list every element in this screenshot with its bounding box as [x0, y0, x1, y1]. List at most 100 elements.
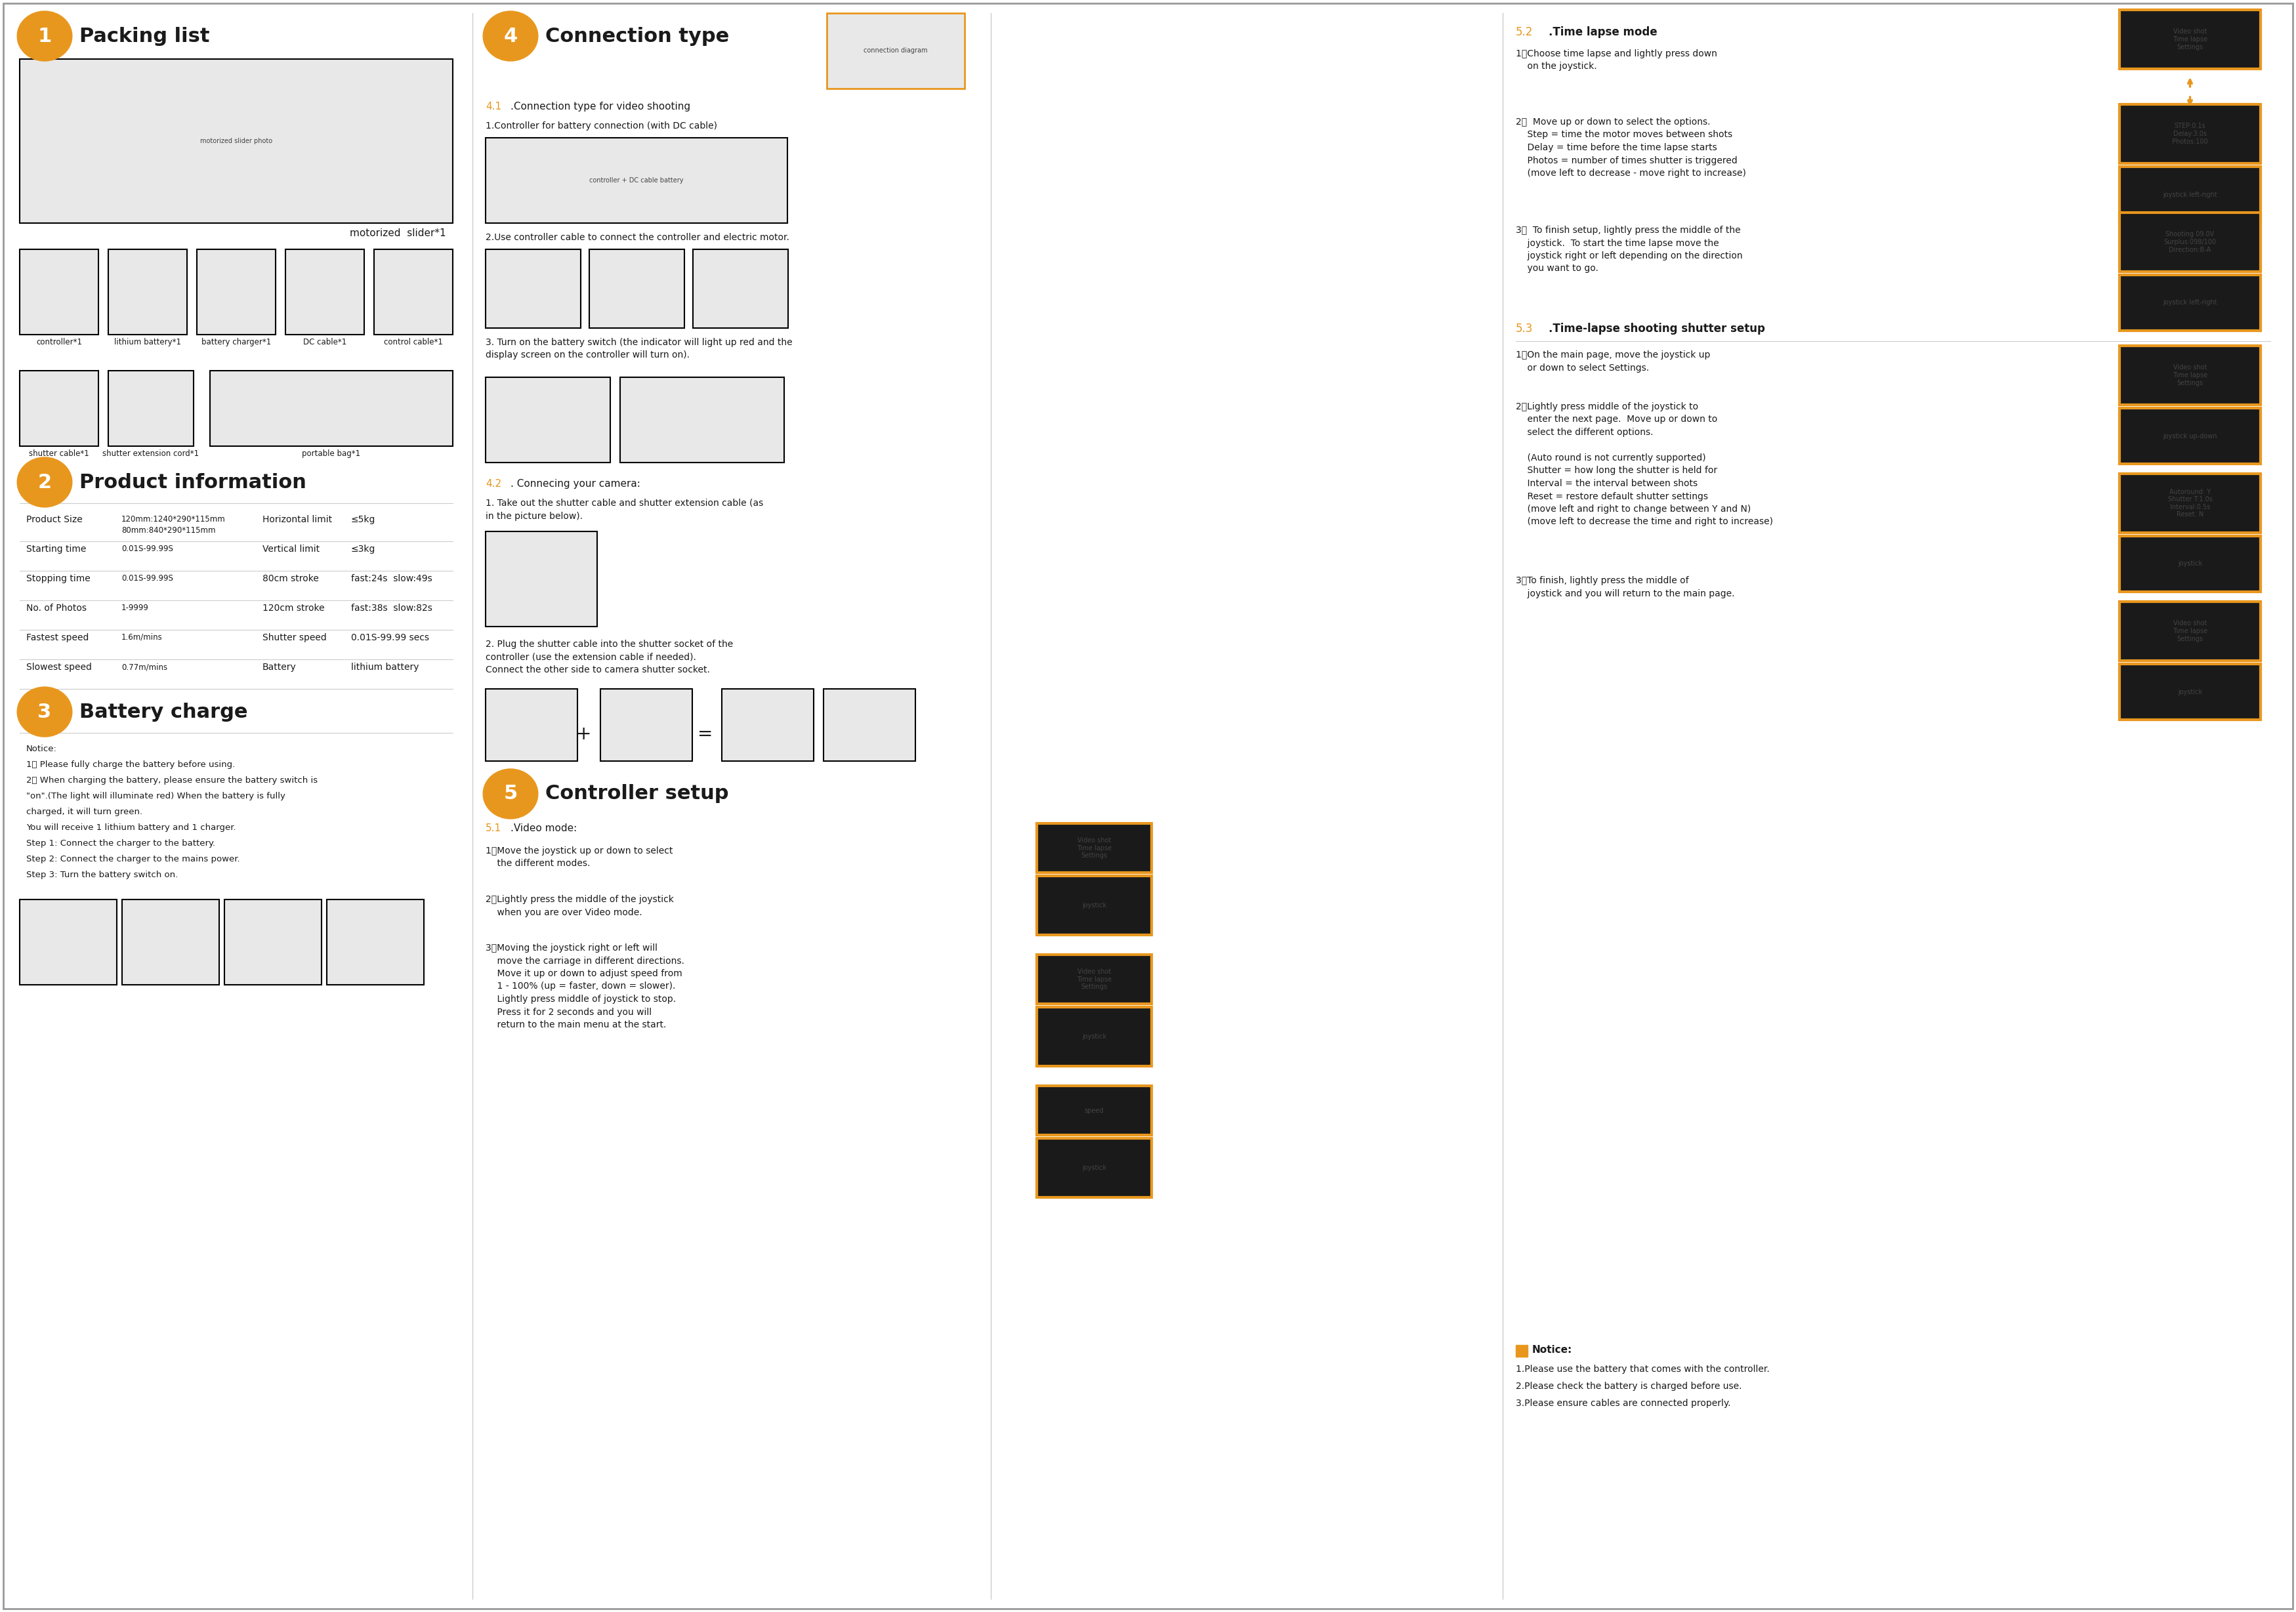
Bar: [484, 137, 788, 222]
Bar: [1038, 1008, 1153, 1066]
Text: 3. Turn on the battery switch (the indicator will light up red and the
display s: 3. Turn on the battery switch (the indic…: [484, 339, 792, 359]
Bar: [2119, 664, 2262, 719]
Text: 2.Please check the battery is charged before use.: 2.Please check the battery is charged be…: [1515, 1381, 1743, 1391]
Text: control cable*1: control cable*1: [383, 339, 443, 347]
Text: .Video mode:: .Video mode:: [510, 824, 576, 833]
Bar: [374, 250, 452, 335]
Bar: [2119, 537, 2262, 592]
Text: Autoround: Y
Shutter T:1.0s
Interval:0.5s
Reset: N: Autoround: Y Shutter T:1.0s Interval:0.5…: [2167, 488, 2213, 517]
Text: motorized slider photo: motorized slider photo: [200, 137, 273, 145]
Text: 1: 1: [37, 26, 51, 45]
Text: portable bag*1: portable bag*1: [303, 450, 360, 458]
Bar: [827, 13, 964, 89]
Ellipse shape: [16, 458, 71, 508]
Bar: [108, 250, 186, 335]
Text: controller + DC cable battery: controller + DC cable battery: [590, 177, 684, 184]
Text: 0.01S-99.99S: 0.01S-99.99S: [122, 574, 172, 582]
Text: . Connecing your camera:: . Connecing your camera:: [510, 479, 641, 488]
Text: Controller setup: Controller setup: [546, 785, 728, 803]
Text: Stopping time: Stopping time: [25, 574, 90, 584]
Text: Step 1: Connect the charger to the battery.: Step 1: Connect the charger to the batte…: [25, 840, 216, 848]
Text: 1.Please use the battery that comes with the controller.: 1.Please use the battery that comes with…: [1515, 1365, 1770, 1373]
Bar: [484, 250, 581, 329]
Text: 5.3: 5.3: [1515, 322, 1534, 335]
Bar: [484, 377, 611, 463]
Text: joystick: joystick: [1081, 1164, 1107, 1170]
Text: charged, it will turn green.: charged, it will turn green.: [25, 808, 142, 816]
Bar: [1038, 954, 1153, 1004]
Text: 3）Moving the joystick right or left will
    move the carriage in different dire: 3）Moving the joystick right or left will…: [484, 943, 684, 1030]
Text: Slowest speed: Slowest speed: [25, 663, 92, 672]
Text: shutter extension cord*1: shutter extension cord*1: [103, 450, 200, 458]
Text: 3.Please ensure cables are connected properly.: 3.Please ensure cables are connected pro…: [1515, 1399, 1731, 1407]
Bar: [225, 899, 321, 985]
Text: Video shot
Time lapse
Settings: Video shot Time lapse Settings: [2172, 621, 2206, 642]
Text: 1， Please fully charge the battery before using.: 1， Please fully charge the battery befor…: [25, 761, 234, 769]
Text: joystick: joystick: [1081, 1033, 1107, 1040]
Text: 2: 2: [37, 472, 51, 492]
Text: shutter cable*1: shutter cable*1: [30, 450, 90, 458]
Text: 5.2: 5.2: [1515, 26, 1534, 39]
Text: 1）On the main page, move the joystick up
    or down to select Settings.: 1）On the main page, move the joystick up…: [1515, 350, 1711, 372]
Bar: [21, 250, 99, 335]
Text: motorized  slider*1: motorized slider*1: [349, 229, 445, 239]
Bar: [21, 371, 99, 447]
Text: 4: 4: [503, 26, 517, 45]
Text: Step 2: Connect the charger to the mains power.: Step 2: Connect the charger to the mains…: [25, 854, 239, 864]
Text: 4.2: 4.2: [484, 479, 501, 488]
Bar: [824, 688, 916, 761]
Text: =: =: [698, 725, 714, 743]
Bar: [620, 377, 785, 463]
Text: 5.1: 5.1: [484, 824, 501, 833]
Bar: [721, 688, 813, 761]
Bar: [2119, 105, 2262, 163]
Text: 1.6m/mins: 1.6m/mins: [122, 634, 163, 642]
Bar: [2119, 345, 2262, 405]
Text: joystick left-right: joystick left-right: [2163, 192, 2218, 198]
Text: You will receive 1 lithium battery and 1 charger.: You will receive 1 lithium battery and 1…: [25, 824, 236, 832]
Text: 2.Use controller cable to connect the controller and electric motor.: 2.Use controller cable to connect the co…: [484, 232, 790, 242]
Bar: [326, 899, 425, 985]
Text: Notice:: Notice:: [1531, 1344, 1573, 1354]
Text: joystick up-down: joystick up-down: [2163, 432, 2218, 438]
Text: 4.1: 4.1: [484, 102, 501, 111]
Bar: [2119, 408, 2262, 464]
Text: connection diagram: connection diagram: [863, 48, 928, 55]
Bar: [1038, 1086, 1153, 1135]
Bar: [2119, 10, 2262, 69]
Text: DC cable*1: DC cable*1: [303, 339, 347, 347]
Text: Shutter speed: Shutter speed: [262, 634, 326, 642]
Text: joystick: joystick: [2179, 561, 2202, 567]
Ellipse shape: [16, 687, 71, 737]
Bar: [484, 688, 579, 761]
Text: 5: 5: [503, 785, 517, 803]
Bar: [21, 60, 452, 222]
Text: Shooting 09.0V
Surplus:098/100
Direction:B-A: Shooting 09.0V Surplus:098/100 Direction…: [2163, 231, 2216, 253]
Bar: [21, 899, 117, 985]
Text: Starting time: Starting time: [25, 545, 87, 555]
Text: Packing list: Packing list: [80, 26, 209, 45]
Text: 3: 3: [37, 703, 51, 721]
Text: 2， When charging the battery, please ensure the battery switch is: 2， When charging the battery, please ens…: [25, 775, 317, 785]
Text: speed: speed: [1084, 1107, 1104, 1114]
Text: Connection type: Connection type: [546, 26, 730, 45]
Text: 0.77m/mins: 0.77m/mins: [122, 663, 168, 671]
Text: Video shot
Time lapse
Settings: Video shot Time lapse Settings: [1077, 837, 1111, 859]
Bar: [122, 899, 218, 985]
Bar: [2119, 474, 2262, 532]
Text: 0.01S-99.99 secs: 0.01S-99.99 secs: [351, 634, 429, 642]
Text: ≤3kg: ≤3kg: [351, 545, 377, 555]
Text: 3）To finish, lightly press the middle of
    joystick and you will return to the: 3）To finish, lightly press the middle of…: [1515, 575, 1736, 598]
Text: Product Size: Product Size: [25, 514, 83, 524]
Text: 3）  To finish setup, lightly press the middle of the
    joystick.  To start the: 3） To finish setup, lightly press the mi…: [1515, 226, 1743, 274]
Text: Product information: Product information: [80, 472, 305, 492]
Text: Battery charge: Battery charge: [80, 703, 248, 721]
Text: lithium battery: lithium battery: [351, 663, 418, 672]
Bar: [2119, 213, 2262, 271]
Text: .Time lapse mode: .Time lapse mode: [1548, 26, 1658, 39]
Text: joystick: joystick: [2179, 688, 2202, 695]
Text: 1.Controller for battery connection (with DC cable): 1.Controller for battery connection (wit…: [484, 121, 716, 131]
Text: 2）Lightly press the middle of the joystick
    when you are over Video mode.: 2）Lightly press the middle of the joysti…: [484, 895, 673, 917]
Text: Battery: Battery: [262, 663, 296, 672]
Bar: [590, 250, 684, 329]
